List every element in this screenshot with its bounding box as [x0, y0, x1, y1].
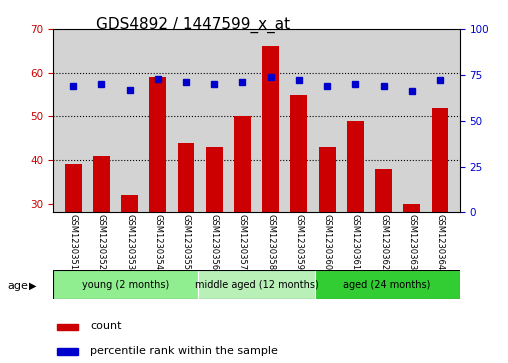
Bar: [57, 348, 78, 355]
Bar: [93, 156, 110, 212]
Text: ▶: ▶: [29, 281, 37, 291]
Bar: [431, 107, 449, 212]
Bar: [57, 324, 78, 330]
Text: GDS4892 / 1447599_x_at: GDS4892 / 1447599_x_at: [96, 16, 290, 33]
Bar: [149, 77, 166, 212]
Bar: [314, 270, 460, 299]
Text: GSM1230358: GSM1230358: [266, 213, 275, 270]
Text: GSM1230357: GSM1230357: [238, 213, 247, 270]
Bar: [121, 195, 138, 212]
Text: age: age: [8, 281, 28, 291]
Bar: [347, 121, 364, 212]
Bar: [375, 169, 392, 212]
Bar: [177, 143, 195, 212]
Text: young (2 months): young (2 months): [82, 280, 170, 290]
Text: GSM1230360: GSM1230360: [323, 213, 332, 270]
Text: GSM1230353: GSM1230353: [125, 213, 134, 270]
Text: GSM1230362: GSM1230362: [379, 213, 388, 270]
Bar: [403, 204, 420, 212]
Bar: [319, 147, 336, 212]
Text: middle aged (12 months): middle aged (12 months): [195, 280, 319, 290]
Text: GSM1230359: GSM1230359: [294, 213, 303, 269]
Text: GSM1230355: GSM1230355: [181, 213, 190, 269]
Text: count: count: [90, 321, 121, 331]
Text: GSM1230354: GSM1230354: [153, 213, 162, 269]
Bar: [262, 46, 279, 212]
Text: GSM1230356: GSM1230356: [210, 213, 219, 270]
Bar: [53, 270, 199, 299]
Bar: [206, 147, 223, 212]
Text: percentile rank within the sample: percentile rank within the sample: [90, 346, 278, 356]
Text: GSM1230364: GSM1230364: [435, 213, 444, 270]
Text: GSM1230361: GSM1230361: [351, 213, 360, 270]
Bar: [234, 116, 251, 212]
Text: aged (24 months): aged (24 months): [343, 280, 431, 290]
Bar: [291, 94, 307, 212]
Bar: [65, 164, 82, 212]
Text: GSM1230363: GSM1230363: [407, 213, 416, 270]
Text: GSM1230351: GSM1230351: [69, 213, 78, 269]
Bar: [199, 270, 314, 299]
Text: GSM1230352: GSM1230352: [97, 213, 106, 269]
